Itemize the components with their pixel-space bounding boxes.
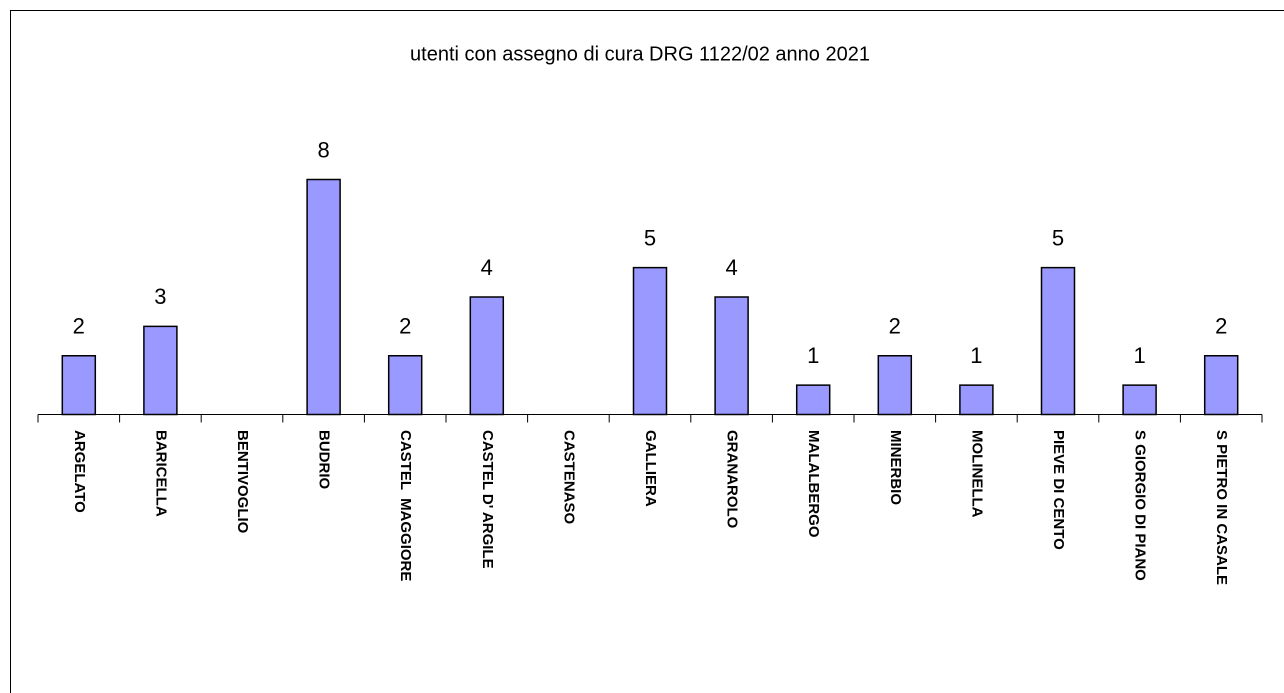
- bar: [306, 178, 341, 416]
- data-label: 4: [725, 255, 737, 280]
- x-tick-label: BENTIVOGLIO: [234, 430, 251, 534]
- x-tick-label: CASTEL D' ARGILE: [479, 430, 496, 569]
- x-tick-label: BARICELLA: [152, 430, 169, 517]
- bar: [1040, 266, 1076, 416]
- x-tick-label: GALLIERA: [642, 430, 659, 507]
- data-label: 5: [644, 225, 656, 250]
- data-label: 5: [1052, 225, 1064, 250]
- x-tick-label: MINERBIO: [887, 430, 904, 505]
- x-tick-label: S PIETRO IN CASALE: [1213, 430, 1230, 585]
- bar: [387, 355, 423, 416]
- data-label: 2: [399, 314, 411, 339]
- data-label: 4: [481, 255, 493, 280]
- bar: [877, 355, 913, 416]
- data-label: 2: [73, 314, 85, 339]
- data-label: 1: [970, 343, 982, 368]
- x-tick-label: GRANAROLO: [724, 430, 741, 529]
- x-tick-label: CASTEL MAGGIORE: [397, 430, 414, 581]
- x-tick-label: BUDRIO: [316, 430, 333, 489]
- x-tick-label: PIEVE DI CENTO: [1050, 430, 1067, 550]
- bar: [61, 355, 97, 416]
- x-tick-label: S GIORGIO DI PIANO: [1132, 430, 1149, 581]
- bar: [795, 384, 831, 416]
- bar: [632, 266, 668, 416]
- bar: [1122, 384, 1157, 416]
- bar: [1203, 355, 1239, 416]
- data-label: 1: [1133, 343, 1145, 368]
- bar: [714, 296, 749, 416]
- data-label: 2: [889, 314, 901, 339]
- x-tick-label: ARGELATO: [71, 430, 88, 513]
- data-label: 2: [1215, 314, 1227, 339]
- bar: [143, 325, 178, 416]
- x-tick-label: MOLINELLA: [968, 430, 985, 518]
- bar: [469, 296, 505, 416]
- chart-title: utenti con assegno di cura DRG 1122/02 a…: [410, 43, 870, 65]
- data-label: 1: [807, 343, 819, 368]
- data-label: 3: [154, 284, 166, 309]
- bar: [959, 384, 994, 416]
- x-tick-label: MALALBERGO: [805, 430, 822, 538]
- x-tick-label: CASTENASO: [560, 430, 577, 525]
- data-label: 8: [317, 137, 329, 162]
